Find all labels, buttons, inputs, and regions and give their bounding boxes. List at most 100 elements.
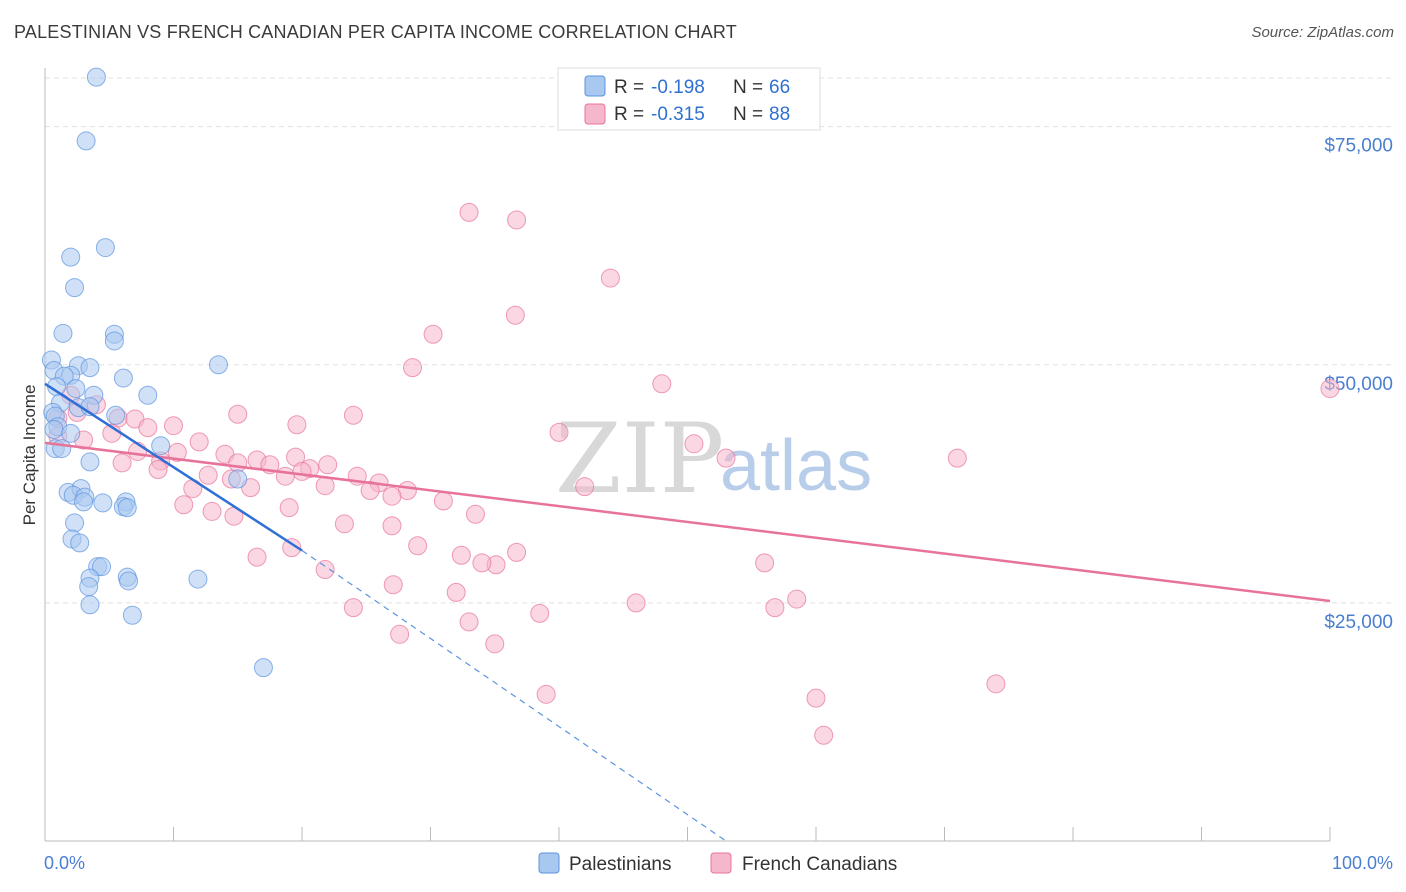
palestinians-point: [65, 513, 85, 533]
legend-r-label-1: R =: [614, 77, 644, 98]
palestinians-point: [65, 278, 85, 298]
series-palestinians: [41, 67, 273, 678]
palestinians-point: [151, 436, 171, 456]
french-canadians-point: [806, 688, 826, 708]
french-canadians-point: [315, 560, 335, 580]
french-canadians-point: [292, 461, 312, 481]
french-canadians-point: [382, 516, 402, 536]
trend-line-french-canadians: [44, 441, 1331, 603]
palestinians-point: [106, 405, 126, 425]
french-canadians-point: [360, 480, 380, 500]
chart-title: PALESTINIAN VS FRENCH CANADIAN PER CAPIT…: [14, 22, 737, 42]
french-canadians-point: [174, 495, 194, 515]
french-canadians-point: [451, 545, 471, 565]
french-canadians-point: [814, 725, 834, 745]
french-canadians-point: [485, 634, 505, 654]
french-canadians-point: [765, 598, 785, 618]
x-tick-label-min: 0.0%: [44, 853, 85, 873]
legend-swatch-french-canadians: [584, 103, 606, 125]
palestinians-point: [104, 331, 124, 351]
palestinians-point: [79, 577, 99, 597]
y-tick-label: $25,000: [1324, 612, 1393, 633]
bottom-legend-swatch-french-canadians: [710, 852, 732, 874]
bottom-legend-swatch-palestinians: [538, 852, 560, 874]
french-canadians-point: [716, 448, 736, 468]
x-ticks: [44, 827, 1331, 841]
french-canadians-point: [787, 589, 807, 609]
french-canadians-point: [505, 305, 525, 325]
french-canadians-point: [986, 674, 1006, 694]
french-canadians-point: [112, 453, 132, 473]
palestinians-point: [86, 67, 106, 87]
palestinians-point: [80, 595, 100, 615]
bottom-legend-label-palestinians: Palestinians: [569, 854, 671, 875]
palestinians-point: [70, 533, 90, 553]
french-canadians-point: [334, 514, 354, 534]
watermark-zip: ZIP: [555, 403, 724, 515]
french-canadians-point: [626, 593, 646, 613]
french-canadians-point: [446, 582, 466, 602]
french-canadians-point: [275, 466, 295, 486]
palestinians-point: [253, 658, 273, 678]
french-canadians-point: [282, 538, 302, 558]
french-canadians-point: [947, 448, 967, 468]
french-canadians-point: [382, 486, 402, 506]
palestinians-point: [113, 368, 133, 388]
palestinians-point: [80, 358, 100, 378]
y-tick-labels: $25,000$50,000$75,000$100,000: [1324, 136, 1393, 633]
trend-lines: [44, 382, 1331, 842]
bottom-legend-label-french-canadians: French Canadians: [742, 854, 897, 875]
french-canadians-point: [189, 432, 209, 452]
french-canadians-point: [1320, 379, 1340, 399]
legend-n-value-2: 88: [769, 104, 790, 125]
french-canadians-point: [198, 465, 218, 485]
palestinians-point: [61, 247, 81, 267]
palestinians-point: [138, 385, 158, 405]
palestinians-point: [80, 452, 100, 472]
x-tick-label-max: 100.0%: [1332, 853, 1393, 873]
french-canadians-point: [507, 210, 527, 230]
french-canadians-point: [536, 684, 556, 704]
palestinians-point: [92, 557, 112, 577]
french-canadians-point: [228, 404, 248, 424]
legend: R = -0.198 N = 66 R = -0.315 N = 88: [557, 67, 821, 131]
french-canadians-point: [403, 358, 423, 378]
french-canadians-point: [343, 405, 363, 425]
french-canadians-point: [507, 542, 527, 562]
legend-r-label-2: R =: [614, 104, 644, 125]
legend-n-value-1: 66: [769, 77, 790, 98]
legend-n-label-1: N =: [733, 77, 763, 98]
french-canadians-point: [600, 268, 620, 288]
french-canadians-point: [433, 491, 453, 511]
french-canadians-point: [549, 422, 569, 442]
palestinians-point: [208, 355, 228, 375]
trend-line-palestinians-extension: [301, 549, 727, 842]
bottom-legend: Palestinians French Canadians: [538, 852, 897, 875]
french-canadians-point: [472, 553, 492, 573]
palestinians-point: [117, 498, 137, 518]
french-canadians-point: [459, 612, 479, 632]
palestinians-point: [122, 605, 142, 625]
french-canadians-point: [575, 477, 595, 497]
french-canadians-point: [652, 374, 672, 394]
y-axis-label: Per Capita Income: [20, 385, 39, 526]
trend-line-palestinians: [44, 382, 303, 552]
french-canadians-point: [423, 324, 443, 344]
y-tick-label: $50,000: [1324, 374, 1393, 395]
watermark-atlas: atlas: [720, 426, 872, 506]
french-canadians-point: [279, 498, 299, 518]
french-canadians-point: [390, 624, 410, 644]
french-canadians-point: [530, 603, 550, 623]
watermark: ZIP atlas: [555, 403, 872, 515]
french-canadians-point: [167, 442, 187, 462]
palestinians-point: [95, 238, 115, 258]
french-canadians-point: [408, 536, 428, 556]
palestinians-point: [66, 379, 86, 399]
french-canadians-point: [287, 415, 307, 435]
french-canadians-point: [684, 434, 704, 454]
legend-r-value-2: -0.315: [651, 104, 705, 125]
palestinians-point: [188, 569, 208, 589]
legend-n-label-2: N =: [733, 104, 763, 125]
legend-swatch-palestinians: [584, 75, 606, 97]
